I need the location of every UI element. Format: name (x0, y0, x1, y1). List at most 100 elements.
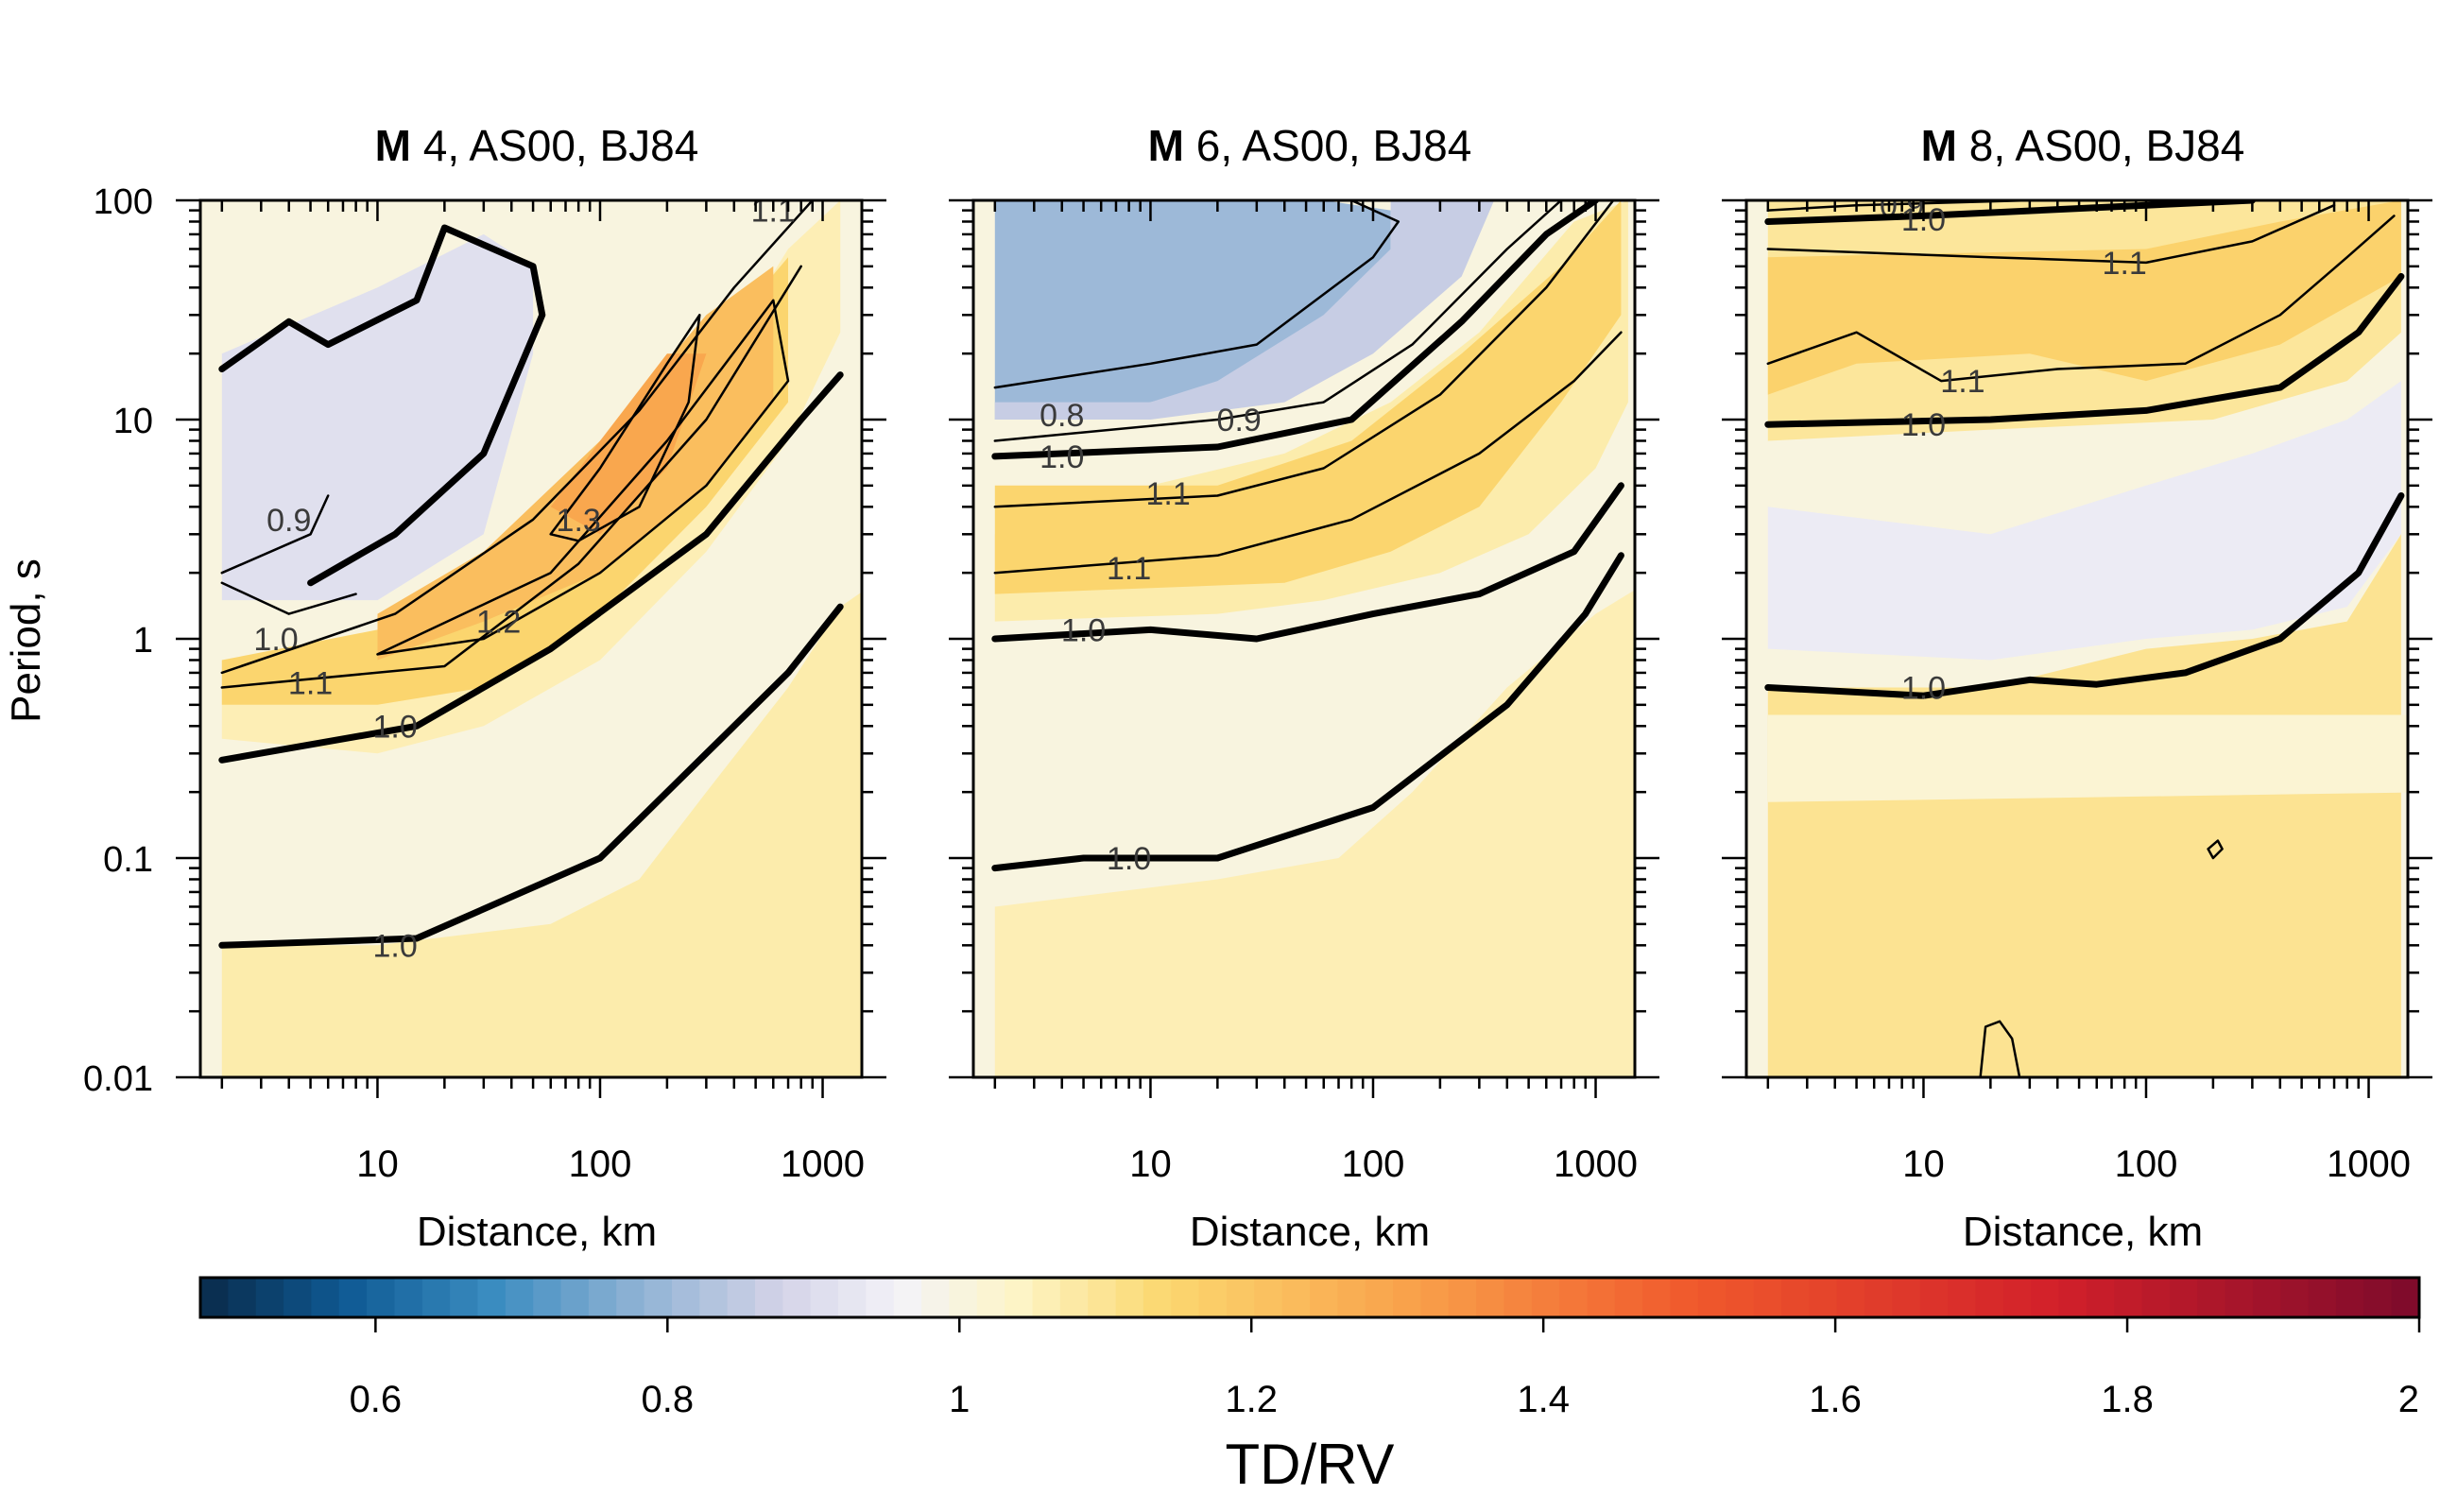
colorbar-swatch-21 (755, 1278, 783, 1317)
colorbar-tick-label: 0.6 (350, 1379, 403, 1420)
panel-2-field (973, 200, 1635, 1077)
panel-1-title-bold: M (375, 121, 411, 170)
colorbar-frame (198, 1276, 2421, 1319)
colorbar-swatch-74 (2225, 1278, 2254, 1317)
panel-2-contours: 0.8 0.91.01.11.11.01.0 (991, 200, 1624, 877)
colorbar-swatch-16 (616, 1278, 645, 1317)
colorbar-swatch-78 (2335, 1278, 2364, 1317)
panel-1-contour-6 (376, 299, 790, 656)
panel-2-title-rest: 6, AS00, BJ84 (1184, 121, 1471, 170)
colorbar-swatch-61 (1864, 1278, 1893, 1317)
x-tick-label-panel-2: 10 (1129, 1143, 1172, 1185)
panel-1-contour-7 (549, 314, 701, 542)
colorbar-swatch-64 (1948, 1278, 1976, 1317)
colorbar-swatch-17 (644, 1278, 673, 1317)
panel-2-ticks: 10 100 1000 (949, 198, 1659, 1185)
colorbar-swatch-47 (1476, 1278, 1505, 1317)
panel-2-region-2 (994, 200, 1495, 420)
panel-2-contour-7 (991, 552, 1624, 872)
panel-3-region-4 (1767, 534, 2401, 1077)
panel-3-contour-7 (1979, 1020, 2021, 1077)
colorbar-swatch-8 (394, 1278, 423, 1317)
x-tick-label-panel-3: 100 (2115, 1143, 2178, 1185)
y-tick-label: 100 (94, 182, 153, 222)
panel-3-contour-4 (1766, 215, 2396, 383)
panel-3-contour-label-6: 1.0 (1901, 670, 1946, 706)
colorbar-swatch-80 (2391, 1278, 2420, 1317)
colorbar-swatch-37 (1198, 1278, 1228, 1317)
colorbar-swatch-9 (421, 1278, 451, 1317)
y-tick-label: 10 (113, 402, 153, 441)
colorbar-swatch-24 (838, 1278, 867, 1317)
colorbar-swatch-20 (727, 1278, 756, 1317)
panel-3-contour-6 (1764, 492, 2405, 699)
panel-1-title: M 4, AS00, BJ84 (375, 121, 699, 170)
panel-3-contour-label-4: 1.1 (1940, 364, 1984, 400)
colorbar-swatch-10 (450, 1278, 479, 1317)
x-tick-label-panel-2: 1000 (1554, 1143, 1638, 1185)
colorbar-swatch-39 (1254, 1278, 1283, 1317)
colorbar-swatch-19 (699, 1278, 729, 1317)
x-tick-label-panel-3: 10 (1902, 1143, 1945, 1185)
x-tick-label-panel-1: 100 (569, 1143, 632, 1185)
panel-1-contours: 0.91.01.11.11.21.31.01.0 (218, 200, 844, 964)
panel-1-region-6 (221, 592, 862, 1077)
panel-2-contour-4 (993, 200, 1615, 508)
colorbar-swatch-52 (1614, 1278, 1643, 1317)
colorbar-swatch-36 (1171, 1278, 1200, 1317)
panel-1: M 4, AS00, BJ84 0.91.01.11.11.21.31.01.0… (83, 121, 886, 1185)
colorbar-swatch-58 (1780, 1278, 1810, 1317)
panel-1-contour-1 (220, 494, 330, 575)
x-axis-label-panel-2: Distance, km (1190, 1209, 1430, 1255)
colorbar-swatch-33 (1088, 1278, 1117, 1317)
colorbar-swatch-30 (1005, 1278, 1034, 1317)
panel-2-contour-label-2: 0.9 (1217, 403, 1262, 438)
colorbar-swatch-4 (284, 1278, 312, 1317)
panel-2-region-4 (994, 200, 1622, 594)
panel-1-contour-8 (218, 371, 844, 764)
panel-1-ticks: 10 100 1000 0.01 0.1 1 10 100 (83, 182, 886, 1185)
colorbar-swatch-1 (200, 1278, 229, 1317)
colorbar-swatch-59 (1809, 1278, 1838, 1317)
colorbar-swatch-25 (866, 1278, 895, 1317)
colorbar-swatch-75 (2252, 1278, 2281, 1317)
colorbar-swatch-66 (2002, 1278, 2032, 1317)
colorbar-label: TD/RV (1226, 1433, 1395, 1496)
colorbar-swatch-29 (976, 1278, 1005, 1317)
panel-1-contour-label-8: 1.0 (372, 709, 417, 745)
colorbar-swatch-32 (1059, 1278, 1089, 1317)
colorbar-swatch-26 (893, 1278, 922, 1317)
colorbar-tick-label: 2 (2398, 1379, 2419, 1420)
panel-2-region-1 (994, 200, 1391, 420)
colorbar-tick-label: 1 (949, 1379, 970, 1420)
panel-1-contour-label-1: 0.9 (266, 503, 311, 539)
colorbar-swatch-34 (1115, 1278, 1144, 1317)
colorbar-swatch-6 (338, 1278, 368, 1317)
colorbar-swatch-63 (1919, 1278, 1949, 1317)
panel-3-contour-3 (1766, 203, 2336, 265)
panel-3-contour-8 (2207, 839, 2224, 860)
colorbar-swatch-46 (1448, 1278, 1477, 1317)
colorbar-swatch-28 (949, 1278, 978, 1317)
panel-2-title-bold: M (1148, 121, 1184, 170)
panel-2-contour-6 (991, 482, 1624, 643)
x-tick-label-panel-2: 100 (1342, 1143, 1405, 1185)
colorbar-swatch-14 (560, 1278, 590, 1317)
colorbar-swatch-57 (1753, 1278, 1782, 1317)
panel-2-contour-label-5: 1.1 (1107, 551, 1151, 587)
panel-3-title-bold: M (1921, 121, 1957, 170)
colorbar-tick-label: 1.2 (1225, 1379, 1278, 1420)
colorbar-swatch-7 (367, 1278, 396, 1317)
colorbar-swatch-38 (1226, 1278, 1255, 1317)
panel-2-contour-2 (993, 200, 1563, 442)
x-axis-label-panel-3: Distance, km (1963, 1209, 2203, 1255)
colorbar-swatch-62 (1892, 1278, 1921, 1317)
colorbar-swatch-73 (2197, 1278, 2226, 1317)
x-axis-label-panel-1: Distance, km (417, 1209, 657, 1255)
colorbar-swatch-65 (1975, 1278, 2004, 1317)
colorbar-swatch-35 (1143, 1278, 1172, 1317)
colorbar-swatch-31 (1032, 1278, 1061, 1317)
panel-3-region-3 (1767, 381, 2401, 661)
colorbar-swatch-79 (2363, 1278, 2393, 1317)
